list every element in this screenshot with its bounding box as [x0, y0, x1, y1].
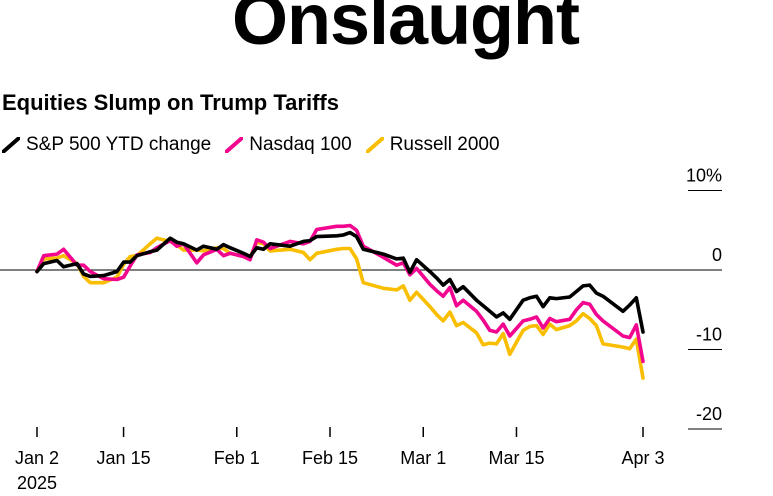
y-tick-label: 0: [712, 245, 722, 265]
legend-label-russell: Russell 2000: [389, 134, 500, 155]
legend-swatch-sp500: [2, 137, 20, 153]
chart-title: Equities Slump on Trump Tariffs: [2, 90, 339, 115]
y-tick-label: 10%: [686, 166, 722, 186]
y-tick-label: -20: [696, 404, 722, 424]
x-tick-label: Mar 1: [400, 448, 446, 468]
legend-swatch-russell: [365, 137, 384, 153]
legend-label-sp500: S&P 500 YTD change: [26, 134, 212, 155]
legend-swatch-nasdaq: [225, 137, 244, 153]
legend-label-nasdaq: Nasdaq 100: [249, 134, 352, 155]
legend-item-nasdaq: Nasdaq 100: [225, 134, 352, 156]
series-nasdaq-line: [35, 223, 645, 364]
series-russell-line: [35, 236, 645, 380]
legend-item-russell: Russell 2000: [365, 134, 500, 156]
x-tick-label: Apr 3: [621, 448, 664, 468]
y-tick-label: -10: [696, 325, 722, 345]
x-tick-label: Jan 15: [97, 448, 151, 468]
headline: Onslaught: [232, 0, 580, 60]
x-tick-sublabel: 2025: [17, 473, 57, 493]
x-tick-label: Feb 1: [214, 448, 260, 468]
legend-item-sp500: S&P 500 YTD change: [2, 134, 211, 156]
x-tick-label: Jan 2: [15, 448, 59, 468]
x-tick-label: Mar 15: [488, 448, 544, 468]
series-sp500-line: [35, 230, 645, 334]
legend: S&P 500 YTD change Nasdaq 100 Russell 20…: [2, 134, 514, 156]
x-tick-label: Feb 15: [302, 448, 358, 468]
